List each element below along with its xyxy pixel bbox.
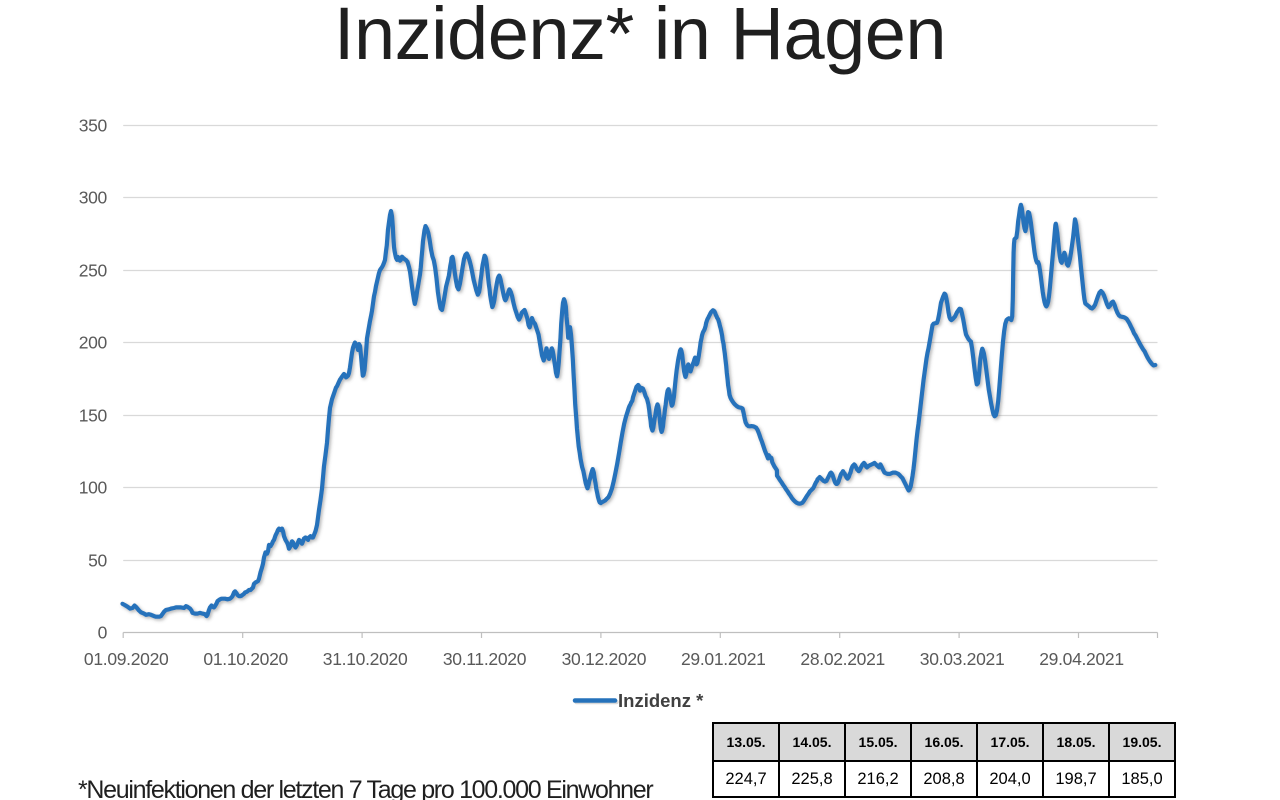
svg-text:30.11.2020: 30.11.2020 xyxy=(443,649,527,669)
svg-text:0: 0 xyxy=(98,623,108,643)
svg-text:50: 50 xyxy=(88,551,107,571)
svg-text:29.01.2021: 29.01.2021 xyxy=(681,649,766,669)
svg-text:300: 300 xyxy=(79,188,108,208)
svg-text:150: 150 xyxy=(79,406,108,426)
svg-text:01.09.2020: 01.09.2020 xyxy=(84,649,169,669)
svg-text:30.12.2020: 30.12.2020 xyxy=(562,649,647,669)
svg-text:350: 350 xyxy=(79,116,108,136)
svg-text:100: 100 xyxy=(79,478,108,498)
svg-text:Inzidenz *: Inzidenz * xyxy=(618,690,704,711)
svg-text:29.04.2021: 29.04.2021 xyxy=(1039,649,1124,669)
svg-text:30.03.2021: 30.03.2021 xyxy=(920,649,1005,669)
svg-text:200: 200 xyxy=(79,333,108,353)
svg-text:01.10.2020: 01.10.2020 xyxy=(203,649,288,669)
svg-text:250: 250 xyxy=(79,261,108,281)
svg-text:28.02.2021: 28.02.2021 xyxy=(800,649,885,669)
svg-text:31.10.2020: 31.10.2020 xyxy=(323,649,408,669)
